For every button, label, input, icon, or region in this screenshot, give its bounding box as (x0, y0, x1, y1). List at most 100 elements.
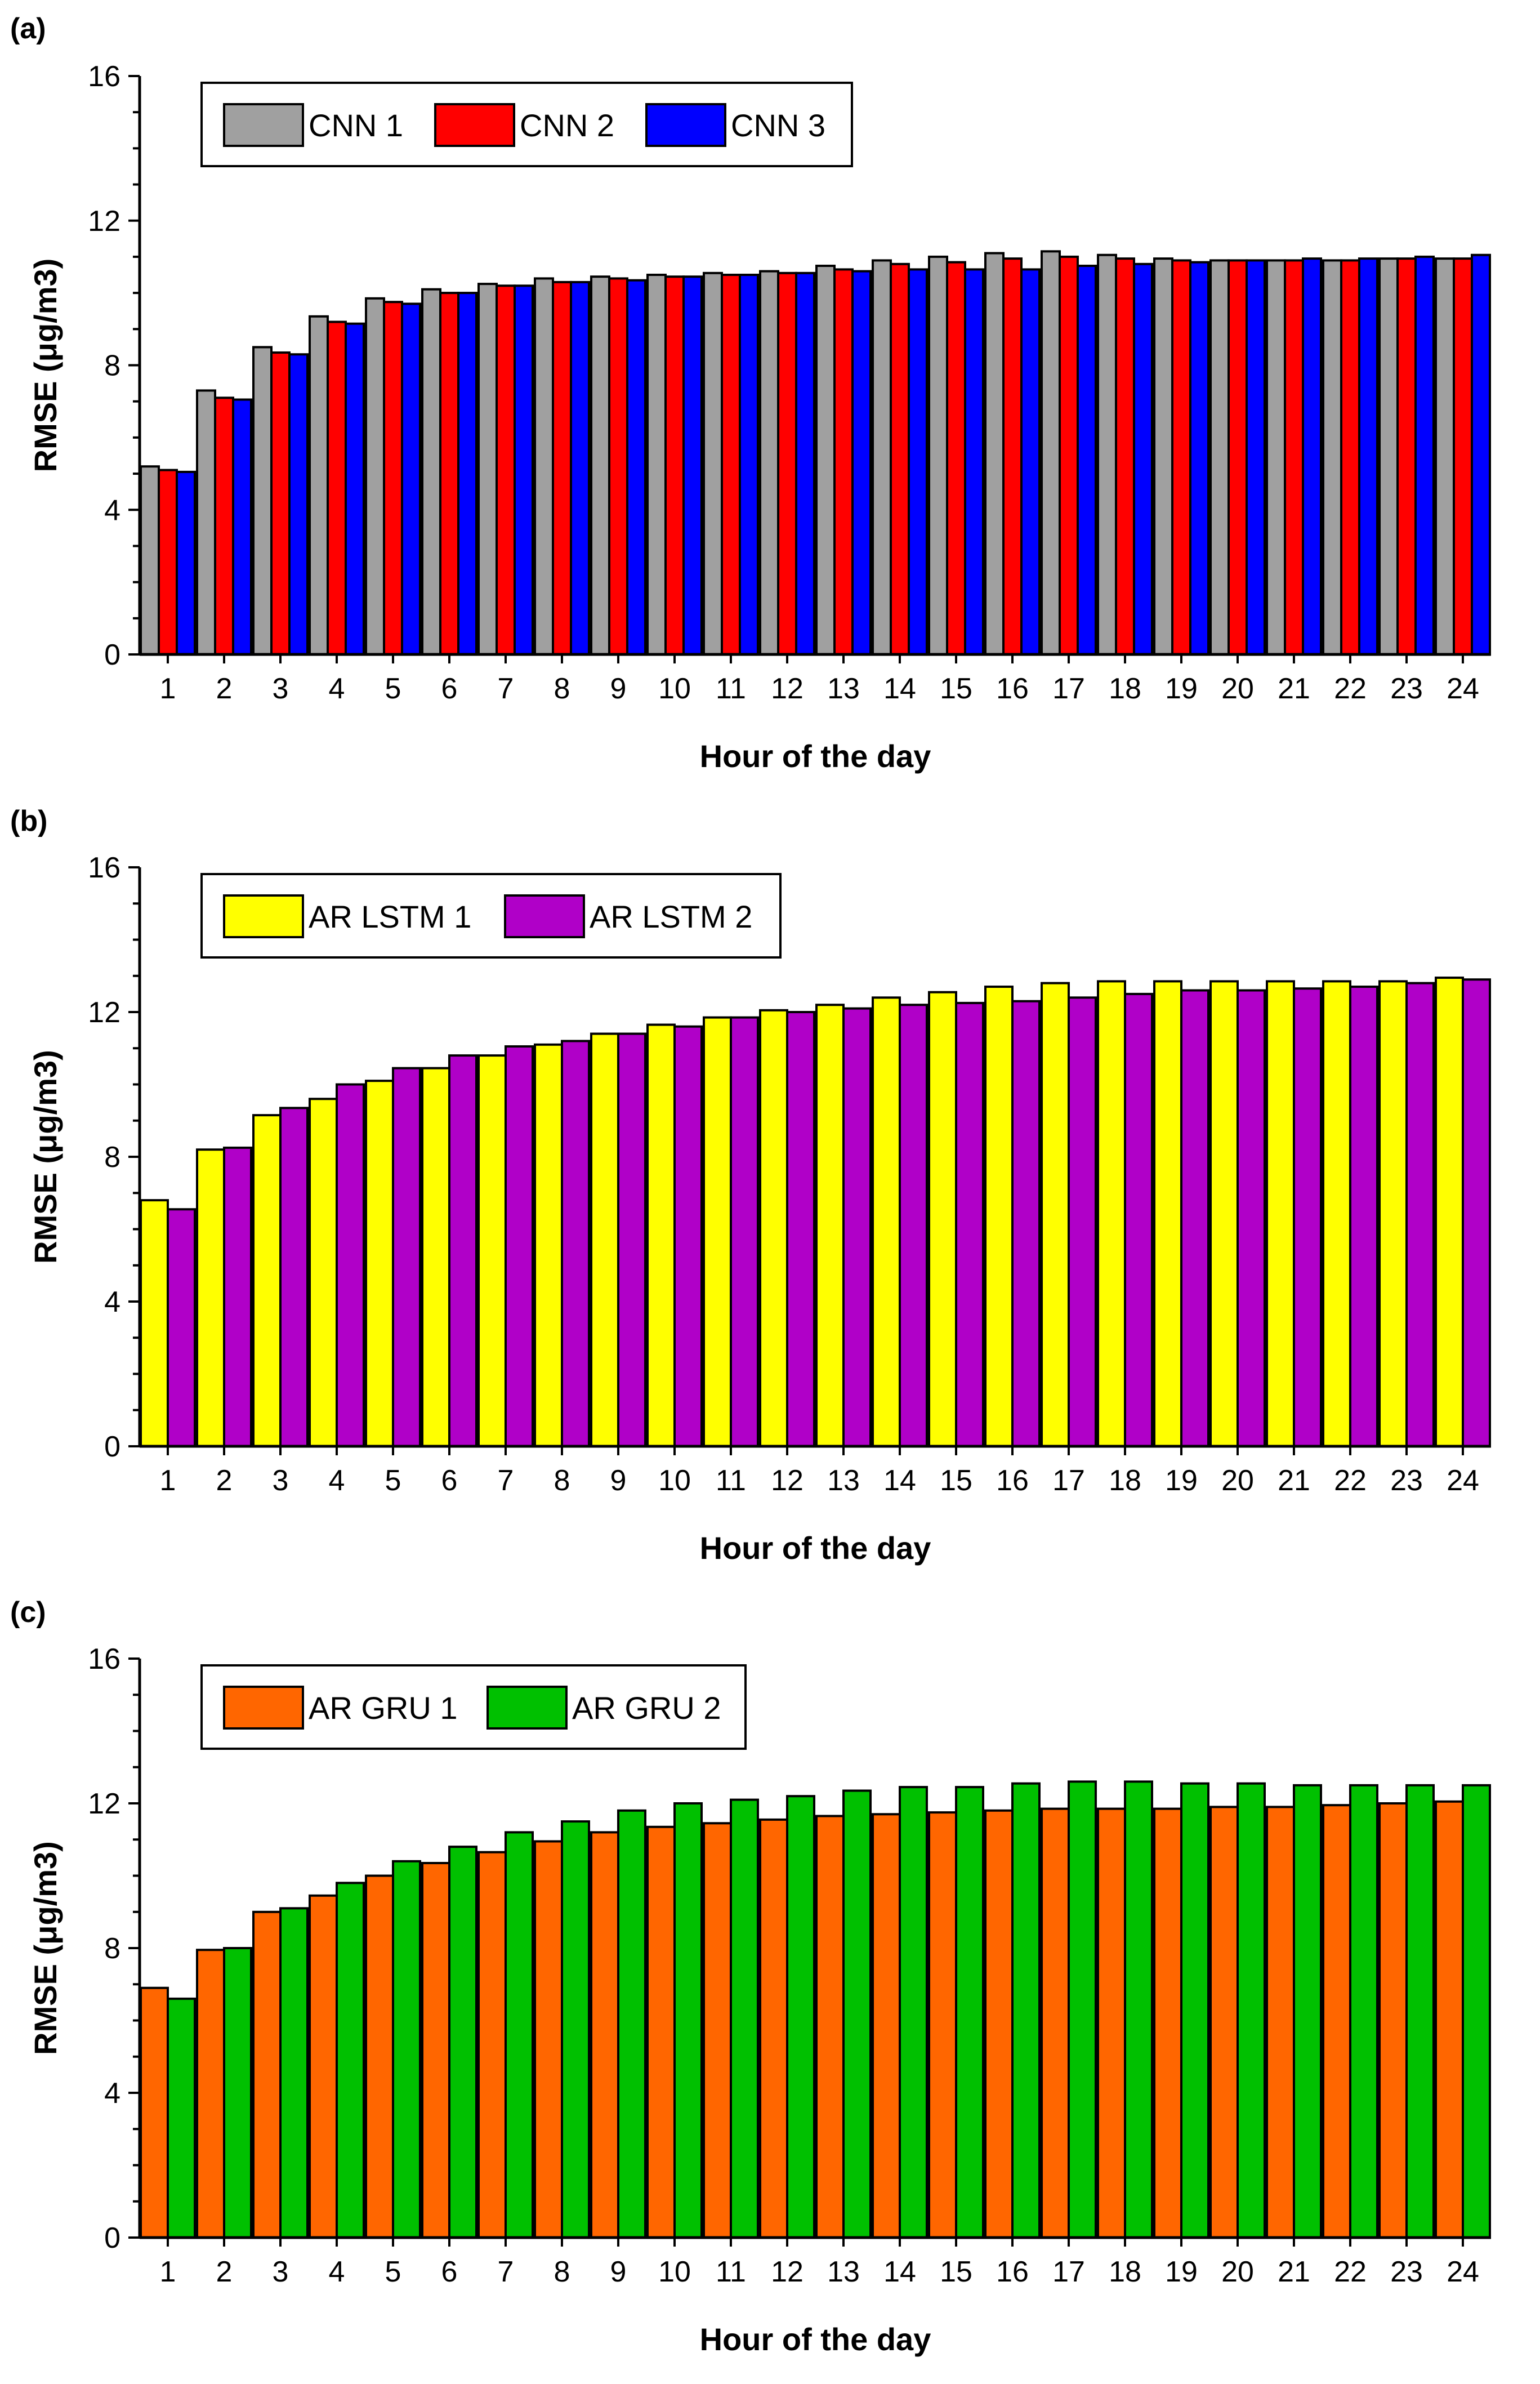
x-tick-label: 6 (441, 1464, 458, 1497)
x-tick-label: 7 (498, 2256, 514, 2288)
bar-ar-lstm-2-4 (336, 1083, 365, 1447)
bar-ar-lstm-2-11 (730, 1016, 759, 1447)
bar-ar-lstm-2-19 (1180, 989, 1209, 1447)
bar-ar-gru-2-14 (899, 1786, 928, 2239)
bar-ar-lstm-2-18 (1124, 992, 1153, 1447)
bar-cnn-2-7 (496, 284, 516, 656)
bar-cnn-1-14 (872, 259, 892, 656)
bar-cnn-2-10 (664, 275, 685, 656)
bar-cnn-3-8 (570, 280, 590, 656)
x-tick-label: 7 (498, 1464, 514, 1497)
x-tick-label: 23 (1390, 1464, 1423, 1497)
x-tick-label: 18 (1109, 1464, 1141, 1497)
bar-ar-lstm-1-18 (1097, 980, 1126, 1447)
bar-cnn-1-8 (534, 277, 554, 656)
bar-ar-lstm-1-12 (759, 1009, 788, 1448)
y-tick-label: 12 (88, 1788, 120, 1820)
legend-label-cnn-1: CNN 1 (309, 108, 403, 143)
bar-ar-lstm-1-4 (309, 1098, 338, 1447)
bar-cnn-2-23 (1396, 257, 1417, 656)
bar-cnn-2-2 (214, 396, 234, 656)
bar-cnn-3-11 (739, 274, 759, 656)
bar-ar-gru-2-9 (617, 1809, 646, 2239)
panel-label: (a) (10, 12, 46, 45)
bar-ar-lstm-2-8 (561, 1040, 590, 1447)
bar-ar-lstm-1-7 (477, 1054, 507, 1447)
bar-cnn-2-6 (439, 292, 459, 656)
y-tick-label: 16 (88, 852, 120, 884)
bar-ar-gru-1-21 (1266, 1806, 1295, 2239)
x-tick-label: 15 (940, 672, 972, 705)
bar-ar-lstm-2-22 (1349, 986, 1378, 1447)
bar-ar-lstm-2-5 (392, 1067, 421, 1447)
bar-ar-gru-2-24 (1462, 1784, 1491, 2239)
bar-cnn-1-1 (140, 465, 160, 656)
bar-cnn-2-11 (721, 274, 741, 656)
x-tick-label: 16 (996, 672, 1029, 705)
legend-label-ar-lstm-2: AR LSTM 2 (590, 899, 752, 934)
bar-cnn-1-10 (646, 274, 667, 656)
bar-ar-gru-1-18 (1097, 1807, 1126, 2239)
bar-ar-gru-2-21 (1293, 1784, 1322, 2239)
bar-ar-gru-1-6 (421, 1862, 450, 2239)
x-tick-label: 21 (1278, 672, 1310, 705)
bar-cnn-2-13 (833, 268, 854, 656)
bar-ar-lstm-2-16 (1011, 1000, 1041, 1447)
bar-cnn-1-3 (252, 346, 273, 656)
y-tick-label: 16 (88, 1643, 120, 1676)
x-tick-label: 17 (1052, 672, 1085, 705)
y-axis-title: RMSE (μg/m3) (28, 1050, 63, 1264)
bar-ar-lstm-2-24 (1462, 978, 1491, 1447)
bar-cnn-3-19 (1189, 261, 1209, 656)
bar-ar-gru-1-9 (590, 1831, 619, 2239)
x-tick-label: 22 (1334, 2256, 1367, 2288)
bar-ar-gru-1-16 (984, 1809, 1014, 2239)
x-tick-label: 20 (1221, 1464, 1254, 1497)
bar-ar-gru-2-17 (1068, 1780, 1097, 2239)
bar-ar-gru-1-7 (477, 1851, 507, 2239)
bar-ar-lstm-1-11 (703, 1016, 732, 1447)
x-tick-label: 10 (658, 672, 691, 705)
bar-ar-lstm-1-21 (1266, 980, 1295, 1447)
bar-cnn-1-19 (1153, 257, 1173, 656)
x-tick-label: 2 (216, 672, 233, 705)
x-tick-label: 14 (883, 2256, 916, 2288)
bar-cnn-2-22 (1340, 259, 1360, 656)
bar-cnn-2-21 (1284, 259, 1304, 656)
legend-swatch-ar-gru-2 (486, 1686, 568, 1730)
bar-cnn-1-20 (1209, 259, 1230, 656)
x-tick-label: 1 (160, 672, 176, 705)
bar-cnn-2-24 (1453, 257, 1473, 656)
bar-cnn-2-8 (552, 280, 572, 656)
bar-cnn-3-14 (908, 268, 928, 656)
x-tick-label: 8 (554, 2256, 570, 2288)
bar-ar-gru-1-4 (309, 1894, 338, 2239)
x-tick-label: 23 (1390, 2256, 1423, 2288)
bar-cnn-3-2 (232, 398, 252, 656)
bar-ar-lstm-2-3 (279, 1107, 309, 1448)
legend-swatch-ar-gru-1 (223, 1686, 304, 1730)
bar-ar-gru-2-10 (673, 1802, 703, 2239)
x-tick-label: 10 (658, 1464, 691, 1497)
bar-cnn-1-15 (928, 255, 948, 656)
x-tick-label: 4 (329, 2256, 345, 2288)
bar-ar-lstm-1-24 (1435, 977, 1464, 1447)
x-tick-label: 13 (827, 672, 860, 705)
y-tick-label: 16 (88, 60, 120, 93)
bar-cnn-3-5 (401, 302, 421, 656)
y-tick-label: 12 (88, 996, 120, 1029)
bar-cnn-1-5 (365, 297, 385, 656)
x-tick-label: 20 (1221, 672, 1254, 705)
x-tick-label: 1 (160, 2256, 176, 2288)
x-tick-label: 15 (940, 2256, 972, 2288)
legend: CNN 1 CNN 2 CNN 3 (200, 82, 853, 167)
y-tick-label: 12 (88, 205, 120, 238)
bar-cnn-1-24 (1435, 257, 1455, 656)
bar-cnn-1-11 (703, 271, 723, 656)
x-tick-label: 3 (273, 672, 289, 705)
bar-cnn-1-4 (309, 315, 329, 656)
y-tick-label: 4 (104, 494, 120, 527)
